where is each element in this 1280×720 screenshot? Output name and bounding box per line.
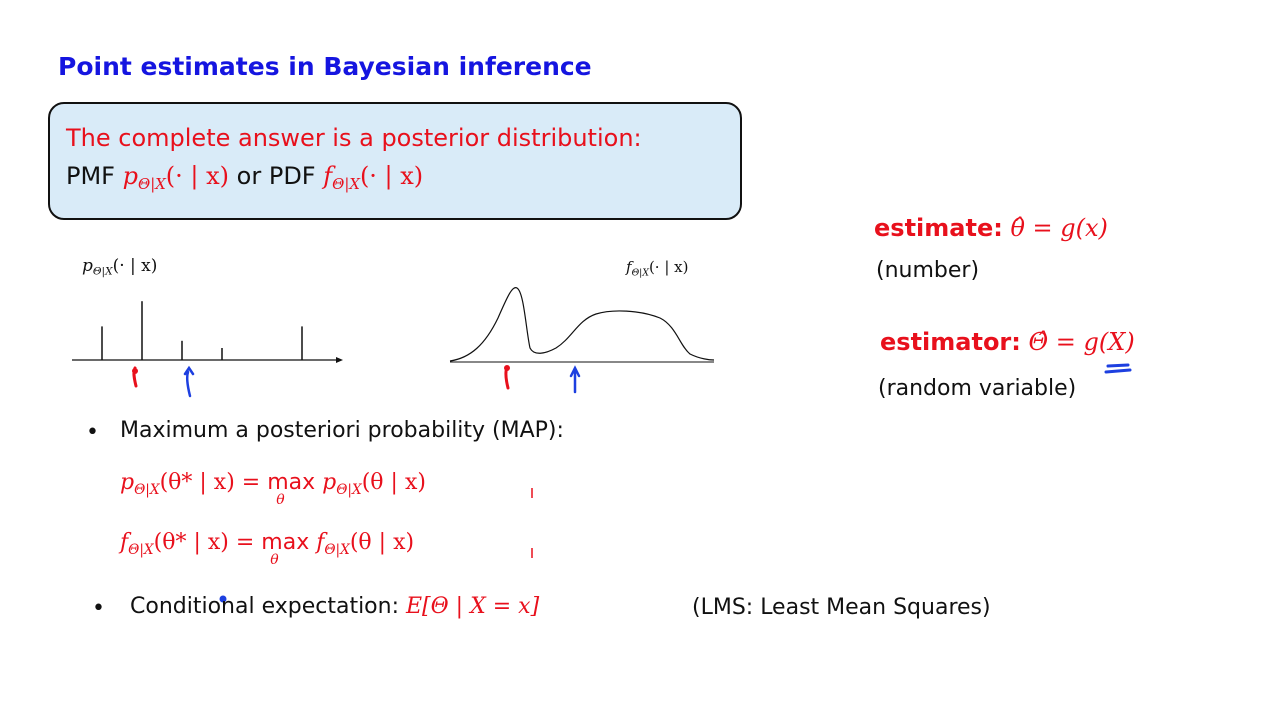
pdf-curve [449,287,715,362]
box-line-1: The complete answer is a posterior distr… [66,124,642,152]
pmf-expression: pΘ|X(· | x) [122,162,230,194]
lms-note: (LMS: Least Mean Squares) [692,595,991,620]
pdf-lms-marker [569,365,581,394]
bullet-lms-text: Conditional expectation: E[Θ | X = x] [130,594,540,619]
estimator-line: estimator: Θ̂ = g(X) [880,328,1135,356]
lms-expression: E[Θ | X = x] [406,594,540,619]
handwritten-underline [1104,363,1132,374]
handwritten-dot [219,595,227,603]
pdf-expression: fΘ|X(· | x) [323,162,424,194]
estimate-line: estimate: θ̂ = g(x) [874,214,1108,242]
estimate-note: (number) [876,258,980,283]
bullet-dot-lms: • [92,596,105,621]
max-operator: max θ [267,470,316,508]
map-equation-pdf: fΘ|X(θ* | x) = max θ fΘ|X(θ | x) [120,530,415,568]
estimator-label: estimator: [880,328,1021,356]
posterior-box [48,102,742,220]
pdf-plot-label: fΘ|X(· | x) [626,258,689,279]
estimator-note: (random variable) [878,376,1077,401]
pmf-map-dot [132,368,138,374]
estimator-expression: Θ̂ = g(X) [1028,328,1135,356]
pmf-axis-arrow [336,357,343,363]
bullet-map-text: Maximum a posteriori probability (MAP): [120,418,564,443]
or-pdf-word: or PDF [236,162,316,190]
bullet-dot-map: • [86,420,99,445]
estimate-expression: θ̂ = g(x) [1010,214,1108,242]
pmf-stems [101,301,303,360]
pmf-lms-marker [183,365,195,398]
pdf-map-dot [504,365,510,371]
pmf-plot-label: pΘ|X(· | x) [82,256,158,278]
estimate-label: estimate: [874,214,1003,242]
pmf-word: PMF [66,162,115,190]
box-line-2: PMF pΘ|X(· | x) or PDF fΘ|X(· | x) [66,162,423,193]
map-equation-pmf: pΘ|X(θ* | x) = max θ pΘ|X(θ | x) [120,470,426,508]
slide-title: Point estimates in Bayesian inference [58,52,592,81]
max-operator: max θ [261,530,310,568]
